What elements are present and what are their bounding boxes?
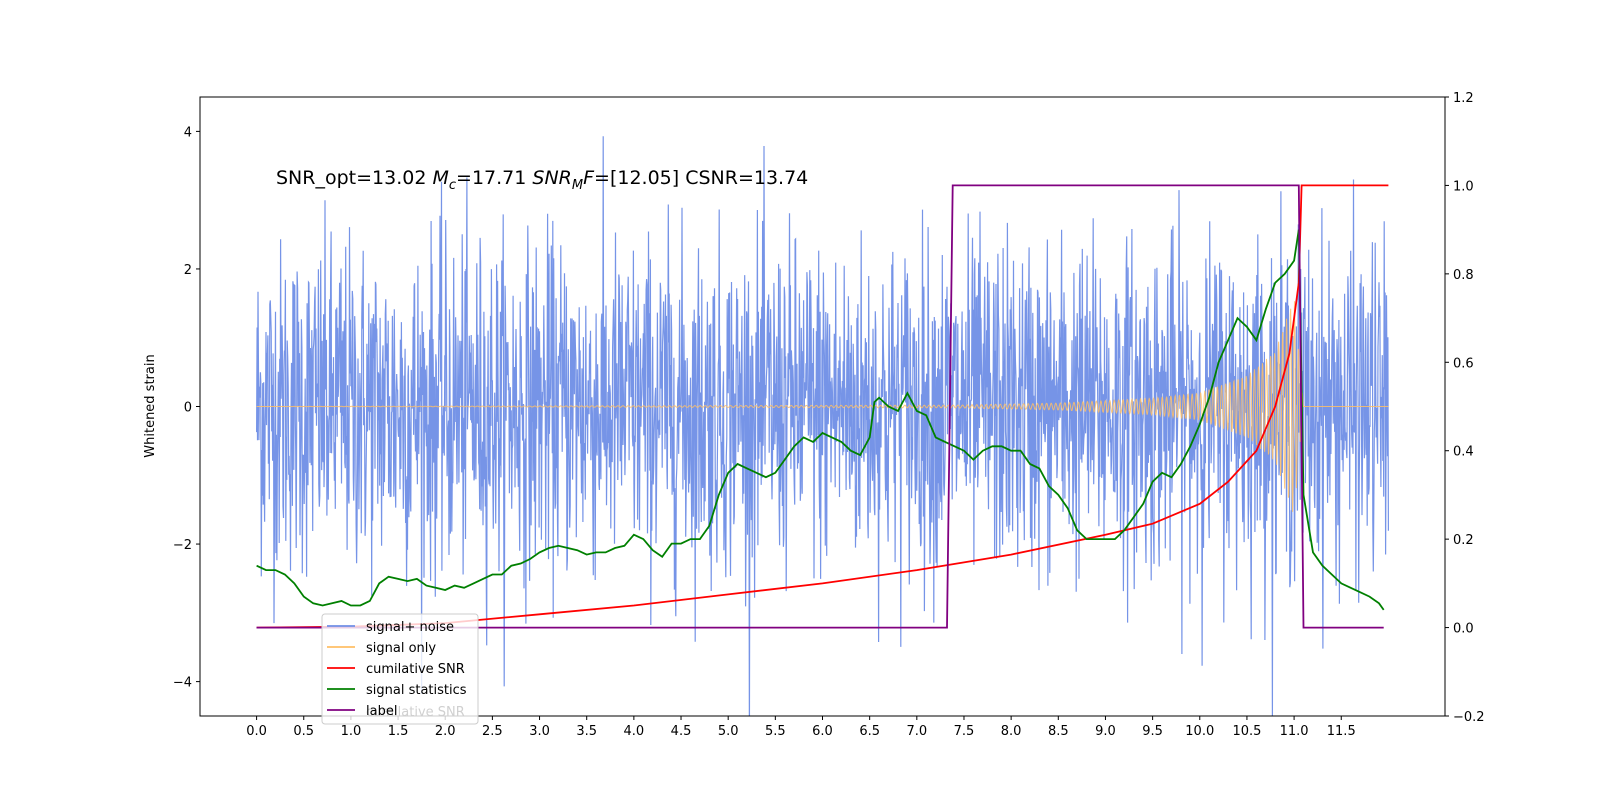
x-tick-label: 2.5 (482, 724, 503, 739)
right-y-tick-label: 0.8 (1453, 268, 1474, 283)
left-y-tick-label: 0 (184, 401, 192, 416)
annotation-mf-symbol: SNR (532, 167, 571, 189)
x-tick-label: 7.5 (954, 724, 975, 739)
annotation-mf-value: =[12.05] CSNR=13.74 (594, 167, 808, 189)
annotation-mc-value: =17.71 (456, 167, 532, 189)
x-tick-label: 4.5 (671, 724, 692, 739)
x-tick-label: 10.5 (1232, 724, 1261, 739)
x-tick-label: 9.0 (1095, 724, 1116, 739)
x-tick-label: 4.0 (624, 724, 645, 739)
x-tick-label: 9.5 (1142, 724, 1163, 739)
x-tick-label: 7.0 (906, 724, 927, 739)
x-tick-label: 2.0 (435, 724, 456, 739)
x-tick-label: 3.5 (576, 724, 597, 739)
legend-label: signal only (366, 641, 436, 656)
left-y-axis: −4 −2 0 2 4 (173, 125, 200, 691)
series-cumilative-snr-line (256, 184, 1389, 629)
left-y-tick-label: −2 (173, 538, 192, 553)
x-tick-label: 1.5 (388, 724, 409, 739)
annotation-mf-subscript: M (572, 178, 583, 193)
legend-label: label (366, 704, 397, 719)
right-y-axis: −0.2 0.0 0.2 0.4 0.6 0.8 1.0 1.2 (1445, 91, 1485, 725)
x-tick-label: 5.5 (765, 724, 786, 739)
legend-ghost-text: cumilative SNR (366, 705, 465, 720)
x-tick-label: 11.5 (1327, 724, 1356, 739)
legend-label: signal+ noise (366, 620, 454, 635)
annotation-mf-tail: F (583, 167, 595, 189)
right-y-tick-label: 0.6 (1453, 356, 1474, 371)
annotation-mc-subscript: c (449, 178, 456, 193)
x-tick-label: 6.5 (859, 724, 880, 739)
x-tick-label: 0.0 (246, 724, 267, 739)
series-signal-only-line (256, 301, 1389, 512)
annotation-mc-symbol: M (432, 167, 448, 189)
right-y-tick-label: 0.4 (1453, 445, 1474, 460)
left-y-tick-label: 4 (184, 125, 192, 140)
right-y-tick-label: 0.2 (1453, 533, 1474, 548)
series-label-line (256, 184, 1384, 629)
right-y-tick-label: 0.0 (1453, 622, 1474, 637)
x-axis: 0.0 0.5 1.0 1.5 2.0 2.5 3.0 3.5 4.0 4.5 5.0 5.5 6.0 6… (246, 716, 1356, 739)
x-tick-label: 11.0 (1280, 724, 1309, 739)
snr-annotation: SNR_opt=13.02 Mc=17.71 SNRMF=[12.05] CSN… (276, 167, 808, 193)
x-tick-label: 3.0 (529, 724, 550, 739)
series-signal-noise-line (256, 136, 1389, 716)
right-y-tick-label: 1.2 (1453, 91, 1474, 106)
x-tick-label: 10.0 (1185, 724, 1214, 739)
x-tick-label: 0.5 (293, 724, 314, 739)
left-y-tick-label: 2 (184, 263, 192, 278)
legend-box (321, 613, 479, 725)
series-signal-statistics-line (256, 229, 1385, 611)
x-tick-label: 6.0 (812, 724, 833, 739)
x-tick-label: 8.5 (1048, 724, 1069, 739)
legend-label: signal statistics (366, 683, 467, 698)
right-y-tick-label: 1.0 (1453, 179, 1474, 194)
legend: cumilative SNR signal+ noise signal only c… (321, 613, 479, 725)
x-tick-label: 5.0 (718, 724, 739, 739)
x-tick-label: 8.0 (1001, 724, 1022, 739)
left-y-tick-label: −4 (173, 676, 192, 691)
annotation-prefix: SNR_opt=13.02 (276, 167, 432, 189)
legend-label: cumilative SNR (366, 662, 465, 677)
series-layer (256, 136, 1389, 716)
x-tick-label: 1.0 (341, 724, 362, 739)
left-y-axis-label: Whitened strain (143, 354, 158, 457)
right-y-tick-label: −0.2 (1453, 710, 1485, 725)
